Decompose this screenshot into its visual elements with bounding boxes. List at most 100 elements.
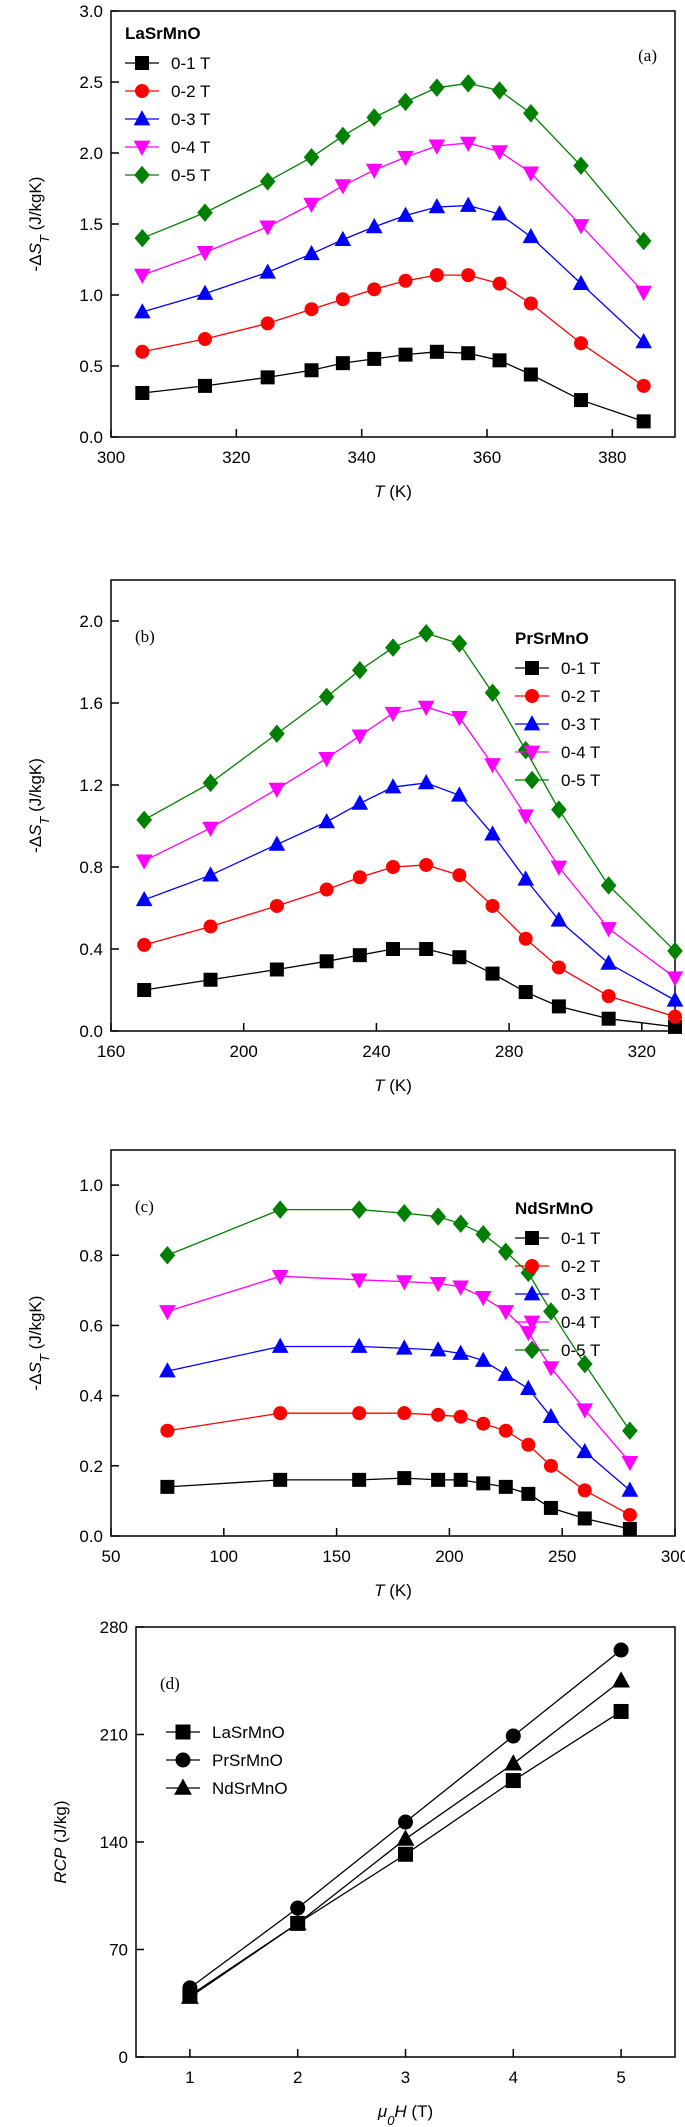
legend-marker — [525, 661, 539, 675]
marker — [452, 868, 467, 883]
y-tick-label: 1.2 — [79, 776, 103, 795]
x-tick-label: 320 — [222, 448, 250, 467]
marker — [203, 919, 218, 934]
marker — [429, 1341, 447, 1357]
x-tick-label: 320 — [628, 1042, 656, 1061]
panel-label: (b) — [135, 627, 155, 646]
marker — [601, 989, 616, 1004]
y-tick-label: 0.0 — [79, 428, 103, 447]
marker — [352, 660, 368, 680]
legend-marker — [175, 1724, 191, 1740]
marker — [601, 1011, 616, 1026]
legend-label: 0-4 T — [561, 743, 600, 762]
marker — [429, 268, 444, 283]
marker — [504, 1754, 523, 1771]
series-line — [144, 864, 676, 1018]
marker — [622, 1507, 637, 1522]
marker — [397, 92, 414, 112]
marker — [429, 1276, 447, 1293]
series-line — [167, 1275, 631, 1463]
marker — [181, 1987, 199, 2004]
legend-label: 0-5 T — [561, 1341, 600, 1360]
legend-label: 0-3 T — [561, 1285, 600, 1304]
legend-marker — [523, 1285, 541, 1301]
legend-marker — [524, 1340, 540, 1360]
marker — [384, 778, 402, 794]
marker — [290, 1900, 306, 1916]
marker — [613, 1642, 629, 1658]
legend-marker — [174, 1778, 192, 1795]
marker — [398, 347, 413, 362]
y-tick-label: 1.0 — [79, 286, 103, 305]
marker — [269, 898, 284, 913]
panel-label: (c) — [135, 1197, 154, 1216]
x-tick-label: 280 — [495, 1042, 523, 1061]
marker — [522, 166, 540, 182]
marker — [351, 1200, 367, 1219]
marker — [352, 1406, 367, 1421]
legend-marker — [525, 1259, 539, 1273]
plot-frame — [110, 579, 676, 1032]
marker — [334, 230, 352, 246]
series-line — [143, 632, 676, 952]
label-part: (T) — [407, 2102, 433, 2121]
marker — [622, 1421, 638, 1440]
marker — [521, 1437, 536, 1452]
marker — [319, 882, 334, 897]
marker — [418, 624, 434, 643]
marker — [159, 1305, 176, 1321]
marker — [543, 1500, 558, 1515]
legend-label: 0-2 T — [171, 82, 210, 101]
marker — [476, 1476, 491, 1491]
marker — [612, 1671, 630, 1688]
x-tick-label: 4 — [509, 2068, 518, 2087]
marker — [576, 1403, 594, 1419]
label-part: RCP — [51, 1847, 70, 1884]
legend-title: PrSrMnO — [515, 629, 589, 648]
marker — [492, 276, 507, 291]
plot-frame — [110, 1149, 676, 1537]
panel: 300 320 340 360 380 0.0 0.5 1.0 1.5 2.0 2.5 3.0 T (K… — [26, 2, 676, 501]
y-tick-label: 0.8 — [79, 1246, 103, 1265]
label-part: μ — [377, 2102, 388, 2121]
marker — [574, 336, 588, 351]
marker — [396, 1203, 413, 1223]
y-tick-label: 0.8 — [79, 858, 103, 877]
y-tick-label: 0 — [119, 2048, 128, 2067]
marker — [395, 1275, 413, 1291]
y-tick-label: 2.0 — [79, 144, 103, 163]
marker — [160, 1479, 175, 1494]
marker — [318, 687, 335, 707]
marker — [542, 1361, 560, 1377]
marker — [453, 1472, 468, 1487]
label-part: S — [26, 1361, 45, 1373]
x-tick-label: 2 — [293, 2068, 302, 2087]
marker — [196, 284, 214, 300]
series-line — [167, 1345, 631, 1491]
y-tick-label: 2.5 — [79, 73, 103, 92]
x-tick-label: 380 — [598, 448, 626, 467]
label-part: (K) — [385, 1076, 412, 1095]
marker — [135, 890, 153, 907]
marker — [318, 813, 335, 829]
marker — [635, 231, 652, 251]
marker — [484, 758, 501, 774]
y-tick-label: 0.5 — [79, 357, 103, 376]
label-part: T — [374, 1581, 386, 1600]
marker — [431, 1472, 446, 1487]
marker — [271, 1337, 289, 1353]
marker — [636, 378, 651, 393]
marker — [136, 810, 152, 830]
panel: 50 100 150 200 250 300 0.0 0.2 0.4 0.6 0.8 1.0 T (K)… — [26, 1149, 685, 1600]
y-tick-label: 2.0 — [79, 612, 103, 631]
marker — [522, 227, 540, 244]
marker — [198, 332, 212, 347]
marker — [475, 1224, 492, 1244]
marker — [459, 136, 477, 152]
marker — [577, 1483, 592, 1498]
x-tick-label: 200 — [230, 1042, 258, 1061]
marker — [452, 1344, 469, 1360]
marker — [551, 960, 566, 975]
x-tick-label: 150 — [322, 1547, 350, 1566]
marker — [395, 1339, 413, 1355]
